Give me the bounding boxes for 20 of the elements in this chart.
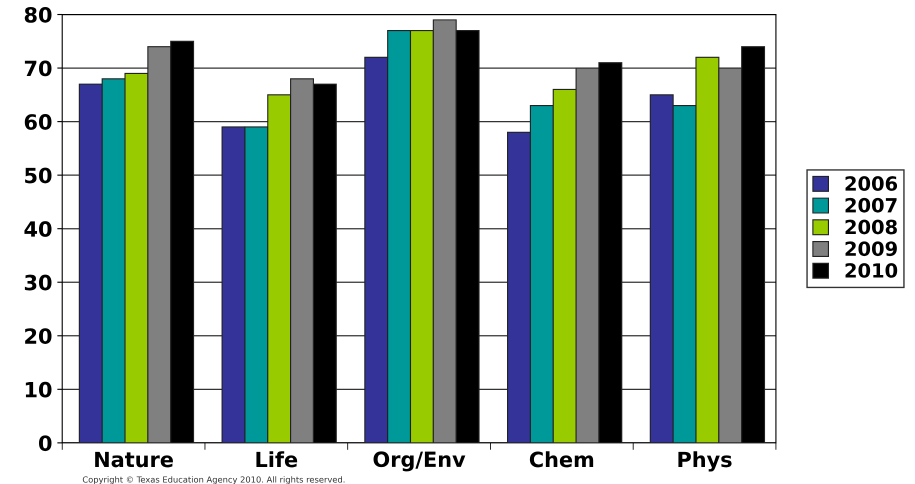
y-tick-label: 70 bbox=[24, 60, 52, 76]
legend-label: 2007 bbox=[846, 198, 897, 213]
legend-label: 2006 bbox=[846, 176, 898, 191]
x-tick-label: Nature bbox=[95, 452, 173, 468]
x-tick-label: Org/Env bbox=[374, 451, 466, 472]
x-tick-label: Phys bbox=[678, 451, 732, 472]
legend-label: 2008 bbox=[846, 220, 897, 234]
y-tick-label: 50 bbox=[25, 168, 52, 184]
legend-label: 2010 bbox=[846, 263, 898, 278]
y-tick-label: 0 bbox=[39, 435, 52, 452]
x-tick-label: Chem bbox=[530, 451, 594, 468]
y-tick-label: 30 bbox=[24, 274, 52, 290]
text: Copyright © Texas Education Agency 2010. All rights reserved. bbox=[82, 476, 344, 484]
x-tick-label: Life bbox=[256, 451, 298, 468]
legend-label: 2009 bbox=[846, 241, 897, 256]
y-tick-label: 60 bbox=[24, 114, 52, 130]
y-tick-label: 40 bbox=[24, 221, 52, 237]
y-tick-label: 80 bbox=[24, 6, 52, 23]
y-tick-label: 20 bbox=[25, 328, 52, 344]
y-tick-label: 10 bbox=[26, 382, 52, 398]
